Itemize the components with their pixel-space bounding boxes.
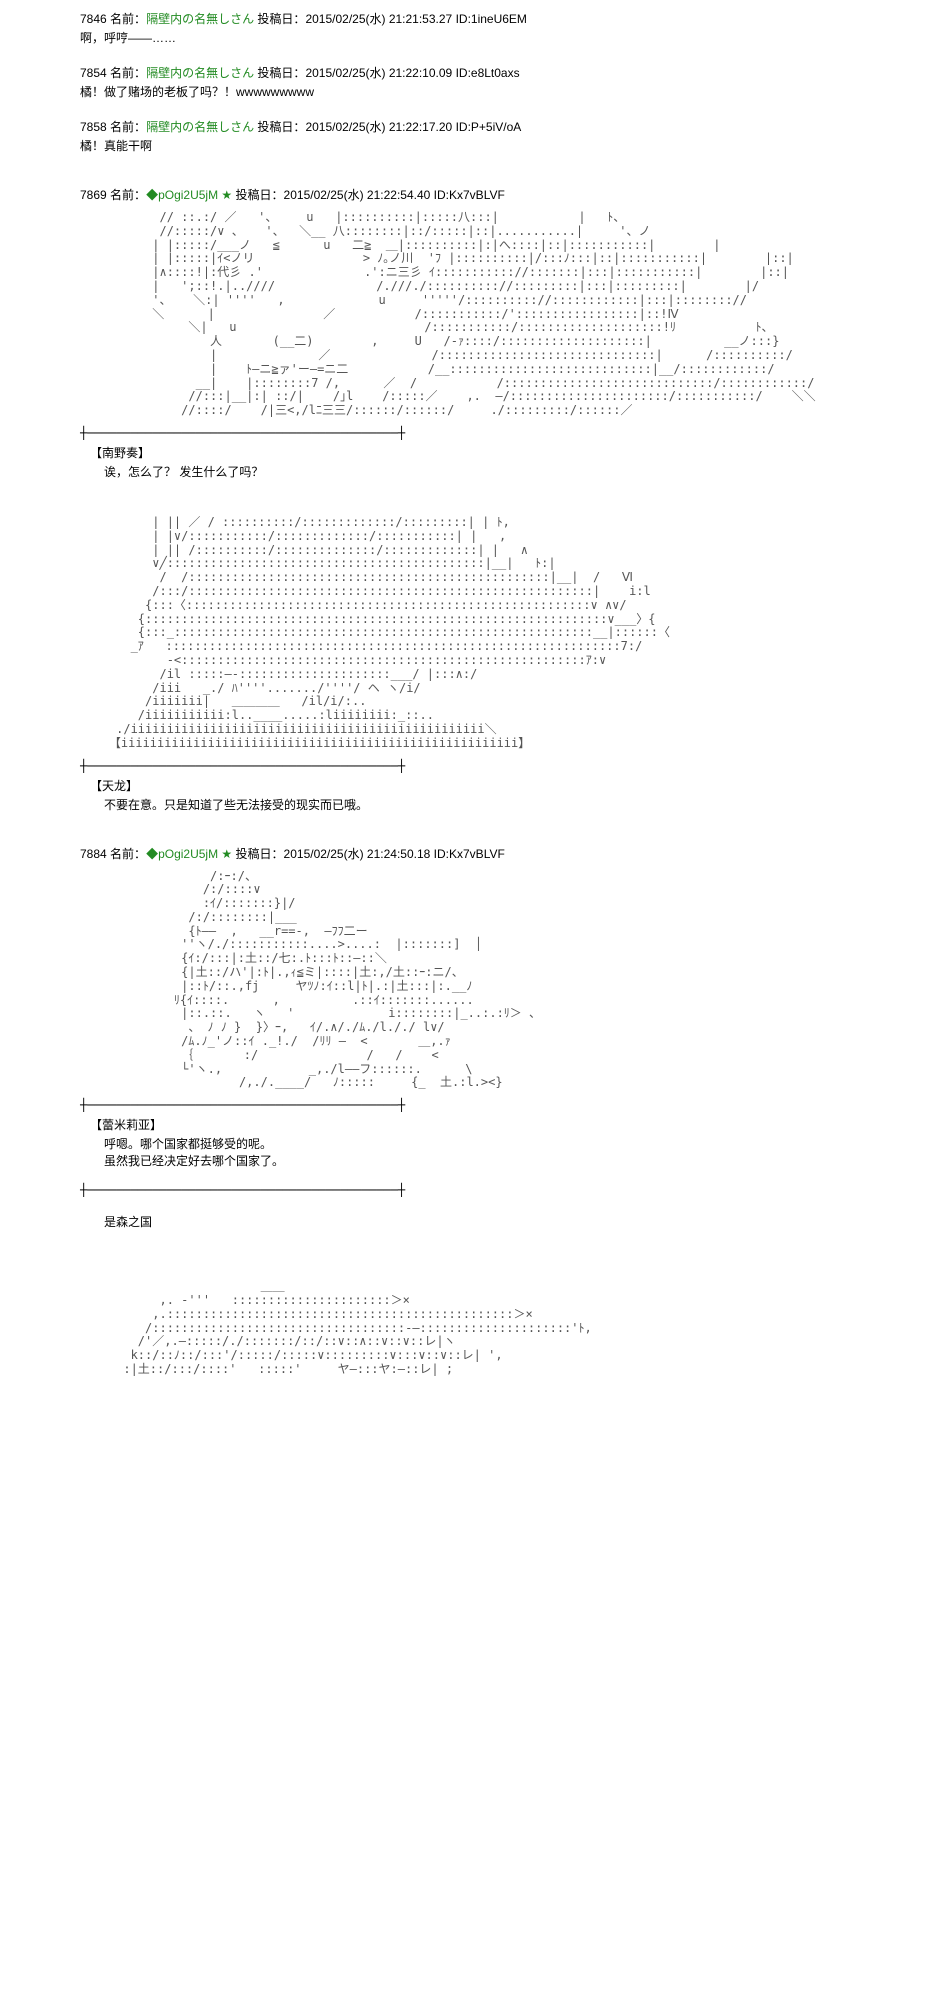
post-date: 2015/02/25(水) 21:22:10.09 [305,66,452,80]
post-author: 隔壁内の名無しさん [146,12,254,26]
dialogue-text: 是森之国 [104,1213,930,1230]
post-number: 7884 [80,847,107,861]
post-header: 7854 名前：隔壁内の名無しさん 投稿日：2015/02/25(水) 21:2… [80,64,930,81]
date-label: 投稿日： [257,66,305,80]
divider: ┼───────────────────────────────────────… [80,759,930,773]
post-id: ID:Kx7vBLVF [434,188,505,202]
post-date: 2015/02/25(水) 21:22:17.20 [305,120,452,134]
ascii-art: /:ｰ:/、 /:/::::∨ :ｲ/:::::::}|/ /:/:::::::… [80,870,930,1091]
post-number: 7854 [80,66,107,80]
name-label: 名前： [110,66,146,80]
divider: ┼───────────────────────────────────────… [80,1098,930,1112]
post-date: 2015/02/25(水) 21:24:50.18 [284,847,431,861]
post-author: ◆pOgi2U5jM ★ [146,847,232,861]
ascii-art: ＿＿ ,. -''' ::::::::::::::::::::::＞× ,.::… [80,1280,930,1377]
post-date: 2015/02/25(水) 21:21:53.27 [305,12,452,26]
post-header: 7869 名前：◆pOgi2U5jM ★ 投稿日：2015/02/25(水) 2… [80,186,930,203]
date-label: 投稿日： [257,12,305,26]
name-label: 名前： [110,188,146,202]
post-body: 橘！做了赌场的老板了吗？！wwwwwwwww [80,83,930,100]
date-label: 投稿日： [257,120,305,134]
post-number: 7869 [80,188,107,202]
name-label: 名前： [110,12,146,26]
post-author: 隔壁内の名無しさん [146,66,254,80]
post: 7858 名前：隔壁内の名無しさん 投稿日：2015/02/25(水) 21:2… [80,118,930,154]
dialogue-text: 不要在意。只是知道了些无法接受的现实而已哦。 [104,796,930,813]
dialogue-text: 诶，怎么了？ 发生什么了吗？ [104,463,930,480]
post-header: 7846 名前：隔壁内の名無しさん 投稿日：2015/02/25(水) 21:2… [80,10,930,27]
post-id: ID:Kx7vBLVF [434,847,505,861]
post-id: ID:1ineU6EM [456,12,527,26]
post-number: 7858 [80,120,107,134]
ascii-art: // ::.:/ ／ '、 u |::::::::::|:::::八:::| |… [80,211,930,418]
post-author: 隔壁内の名無しさん [146,120,254,134]
post: 7869 名前：◆pOgi2U5jM ★ 投稿日：2015/02/25(水) 2… [80,186,930,813]
speaker-label: 【南野奏】 [90,444,930,461]
speaker-label: 【天龙】 [90,777,930,794]
post-number: 7846 [80,12,107,26]
post-id: ID:P+5iV/oA [456,120,522,134]
name-label: 名前： [110,847,146,861]
dialogue-text: 呼嗯。哪个国家都挺够受的呢。 虽然我已经决定好去哪个国家了。 [104,1135,930,1169]
post: 7884 名前：◆pOgi2U5jM ★ 投稿日：2015/02/25(水) 2… [80,845,930,1377]
post-body: 啊，呼哼――…… [80,29,930,46]
date-label: 投稿日： [236,847,284,861]
post: 7854 名前：隔壁内の名無しさん 投稿日：2015/02/25(水) 21:2… [80,64,930,100]
post-date: 2015/02/25(水) 21:22:54.40 [284,188,431,202]
ascii-art: | || ／ / ::::::::::/:::::::::::::/::::::… [80,516,930,751]
post-header: 7884 名前：◆pOgi2U5jM ★ 投稿日：2015/02/25(水) 2… [80,845,930,862]
post-id: ID:e8Lt0axs [456,66,520,80]
post-body: 橘！真能干啊 [80,137,930,154]
divider: ┼───────────────────────────────────────… [80,1183,930,1197]
post-header: 7858 名前：隔壁内の名無しさん 投稿日：2015/02/25(水) 21:2… [80,118,930,135]
divider: ┼───────────────────────────────────────… [80,426,930,440]
post-author: ◆pOgi2U5jM ★ [146,188,232,202]
speaker-label: 【蕾米莉亚】 [90,1116,930,1133]
date-label: 投稿日： [236,188,284,202]
name-label: 名前： [110,120,146,134]
post: 7846 名前：隔壁内の名無しさん 投稿日：2015/02/25(水) 21:2… [80,10,930,46]
